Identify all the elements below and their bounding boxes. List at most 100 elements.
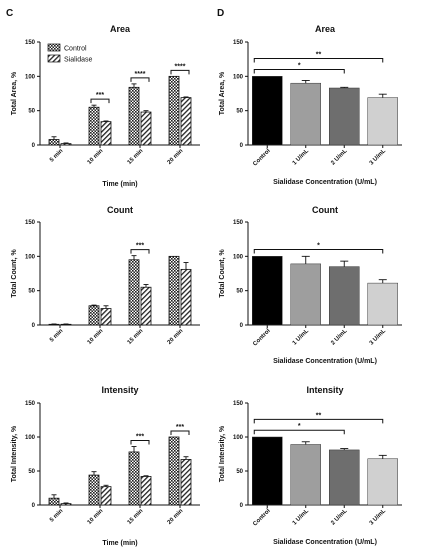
x-tick-label: 1 U/mL — [292, 508, 311, 527]
significance-bracket — [253, 418, 384, 424]
y-tick-label: 0 — [32, 323, 36, 329]
y-tick-label: 0 — [240, 503, 244, 509]
y-tick-label: 100 — [233, 254, 244, 260]
bar — [180, 268, 192, 326]
x-tick-label: 3 U/mL — [369, 508, 388, 527]
x-axis-label: Time (min) — [102, 540, 137, 547]
bar — [367, 97, 398, 146]
x-tick-label: Control — [252, 328, 272, 348]
significance-bracket — [130, 77, 150, 82]
bar — [168, 75, 180, 146]
bar — [252, 256, 283, 326]
bar — [252, 76, 283, 146]
y-axis-label: Total Count, % — [11, 248, 18, 297]
legend-label: Sialidase — [64, 57, 93, 64]
x-axis-label: Time (min) — [102, 181, 137, 188]
bar — [88, 474, 100, 506]
y-tick-label: 50 — [28, 469, 35, 475]
bar — [367, 282, 398, 326]
significance-label: * — [317, 242, 320, 249]
x-tick-label: 15 min — [127, 148, 145, 166]
y-axis-label: Total Area, % — [11, 71, 18, 115]
bar — [140, 476, 152, 506]
bar — [88, 106, 100, 146]
significance-bracket — [170, 430, 190, 435]
panel-label-c: C — [6, 8, 13, 19]
x-tick-label: 15 min — [127, 328, 145, 346]
bar — [290, 263, 321, 326]
chart-title: Count — [312, 205, 338, 215]
bar — [367, 458, 398, 506]
x-tick-label: 3 U/mL — [369, 148, 388, 167]
y-tick-label: 0 — [240, 143, 244, 149]
significance-bracket — [130, 440, 150, 445]
significance-label: *** — [96, 92, 104, 99]
legend-label: Control — [64, 46, 87, 53]
x-axis-label: Sialidase Concentration (U/mL) — [273, 539, 377, 546]
x-tick-label: 2 U/mL — [330, 508, 349, 527]
legend-swatch — [47, 43, 61, 52]
y-tick-label: 150 — [25, 401, 36, 407]
y-axis-label: Total Intensity, % — [219, 425, 226, 482]
bar — [128, 86, 140, 146]
chart-4: Area 0 50 100 150 Total Area, % Control 1 U/mL 2… — [219, 24, 402, 186]
y-tick-label: 0 — [32, 143, 36, 149]
y-tick-label: 150 — [233, 401, 244, 407]
significance-label: **** — [175, 63, 186, 70]
x-axis-label: Sialidase Concentration (U/mL) — [273, 179, 377, 186]
y-tick-label: 100 — [25, 74, 36, 80]
x-tick-label: 5 min — [49, 148, 65, 164]
bar — [140, 286, 152, 326]
significance-label: *** — [176, 424, 184, 431]
chart-5: Count 0 50 100 150 Total Count, % Control 1 U/m… — [219, 205, 402, 365]
x-tick-label: 1 U/mL — [292, 148, 311, 167]
y-tick-label: 150 — [233, 40, 244, 46]
y-axis-label: Total Intensity, % — [11, 425, 18, 482]
x-tick-label: 15 min — [127, 508, 145, 526]
x-tick-label: Control — [252, 508, 272, 528]
significance-label: ** — [316, 412, 322, 419]
significance-label: **** — [135, 71, 146, 78]
y-tick-label: 0 — [32, 503, 36, 509]
y-axis-label: Total Count, % — [219, 248, 226, 297]
bar — [88, 305, 100, 326]
y-tick-label: 50 — [236, 109, 243, 115]
significance-bracket — [253, 429, 345, 435]
y-axis-label: Total Area, % — [219, 71, 226, 115]
y-tick-label: 100 — [25, 254, 36, 260]
y-tick-label: 100 — [233, 74, 244, 80]
y-tick-label: 100 — [25, 435, 36, 441]
x-tick-label: 2 U/mL — [330, 148, 349, 167]
x-tick-label: 10 min — [87, 328, 105, 346]
bar — [48, 139, 60, 146]
panel-label-d: D — [217, 8, 224, 19]
bar — [180, 459, 192, 506]
x-axis-label: Sialidase Concentration (U/mL) — [273, 358, 377, 365]
bar — [290, 82, 321, 146]
legend-swatch — [47, 54, 61, 63]
y-tick-label: 50 — [28, 289, 35, 295]
bar — [180, 97, 192, 146]
significance-bracket — [170, 69, 190, 75]
x-tick-label: 3 U/mL — [369, 328, 388, 347]
bar — [290, 444, 321, 506]
bar — [60, 503, 72, 506]
x-tick-label: 1 U/mL — [292, 328, 311, 347]
significance-label: *** — [136, 243, 144, 250]
x-tick-label: 20 min — [167, 508, 185, 526]
bar — [329, 266, 360, 326]
bar — [252, 436, 283, 506]
significance-bracket — [253, 68, 345, 74]
x-tick-label: 20 min — [167, 148, 185, 166]
chart-title: Area — [110, 24, 131, 34]
x-tick-label: 5 min — [49, 508, 65, 524]
chart-title: Area — [315, 24, 336, 34]
bar — [48, 497, 60, 506]
bar — [60, 143, 72, 146]
y-tick-label: 100 — [233, 435, 244, 441]
x-tick-label: 5 min — [49, 328, 65, 344]
significance-bracket — [253, 248, 384, 254]
bar — [168, 436, 180, 506]
chart-1: Area 0 50 100 150 Total Area, % 5 min 10 min 15 … — [11, 24, 200, 188]
